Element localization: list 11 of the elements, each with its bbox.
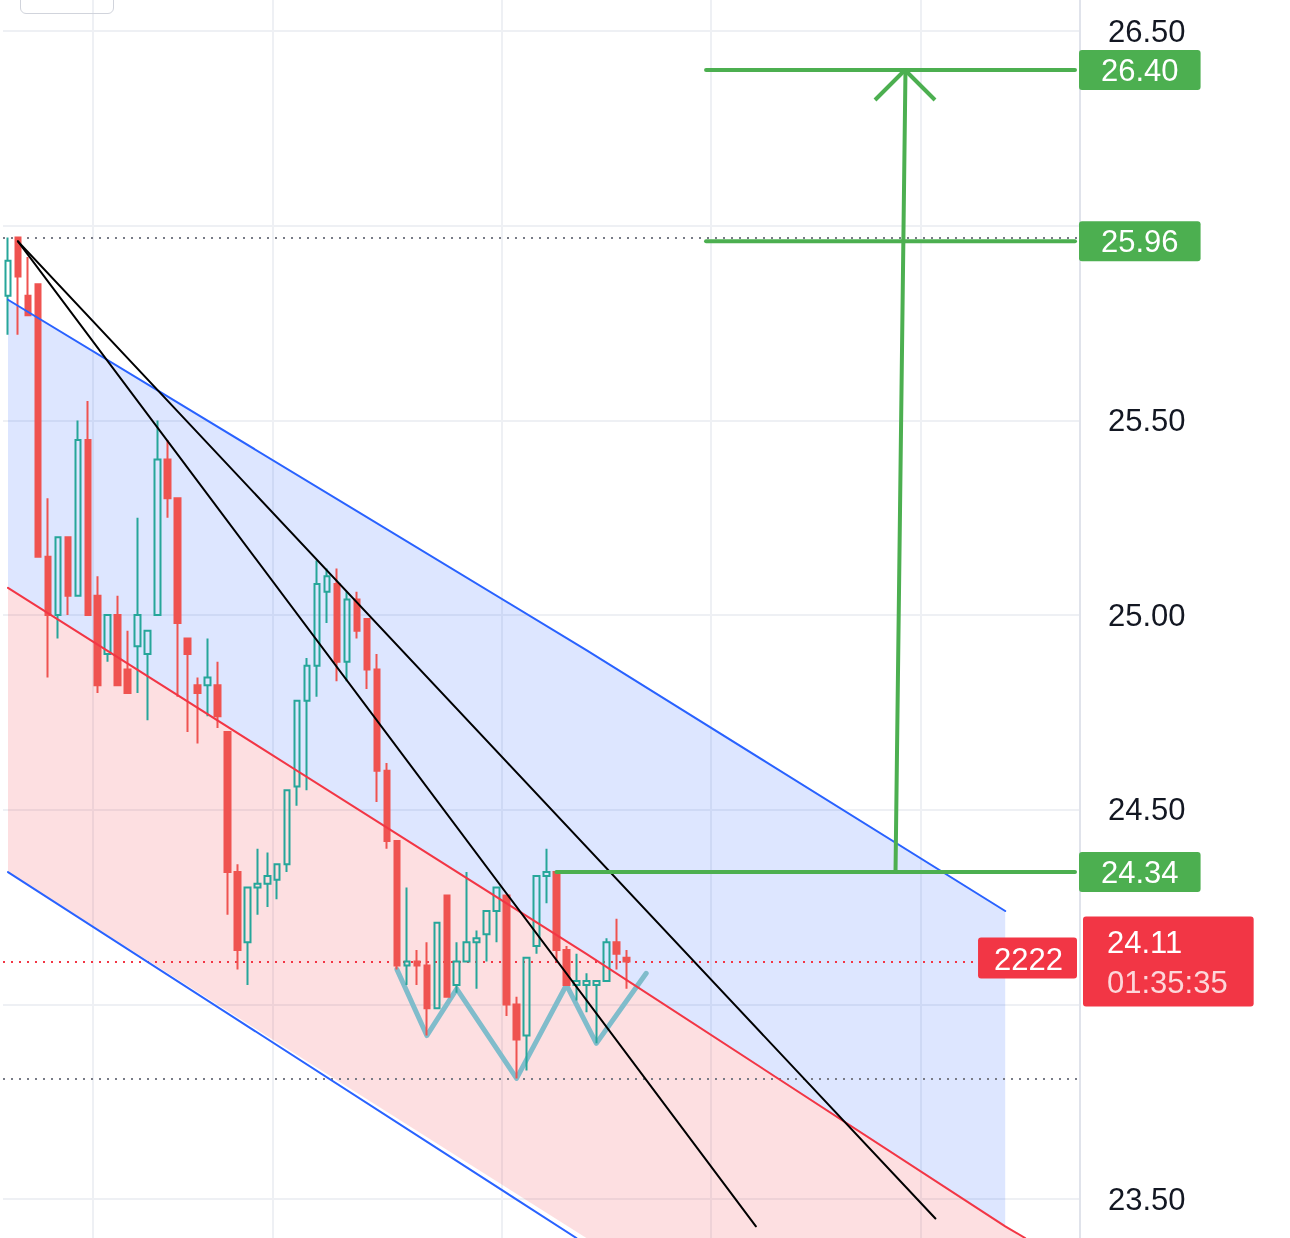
y-tick-label: 24.50 [1108,792,1186,828]
data-label: 25.96 [1101,223,1179,259]
text: 01:35:35 [1107,965,1228,1001]
y-tick-label: 23.50 [1108,1181,1186,1217]
data-label: 26.40 [1101,52,1179,88]
annotation: 2222 [994,941,1064,977]
data-label: 24.34 [1101,854,1179,890]
y-tick-label: 25.50 [1108,402,1186,438]
y-tick-label: 26.50 [1108,13,1186,49]
ref-line-label: 24.11 [1107,925,1183,961]
y-tick-label: 25.00 [1108,597,1186,633]
